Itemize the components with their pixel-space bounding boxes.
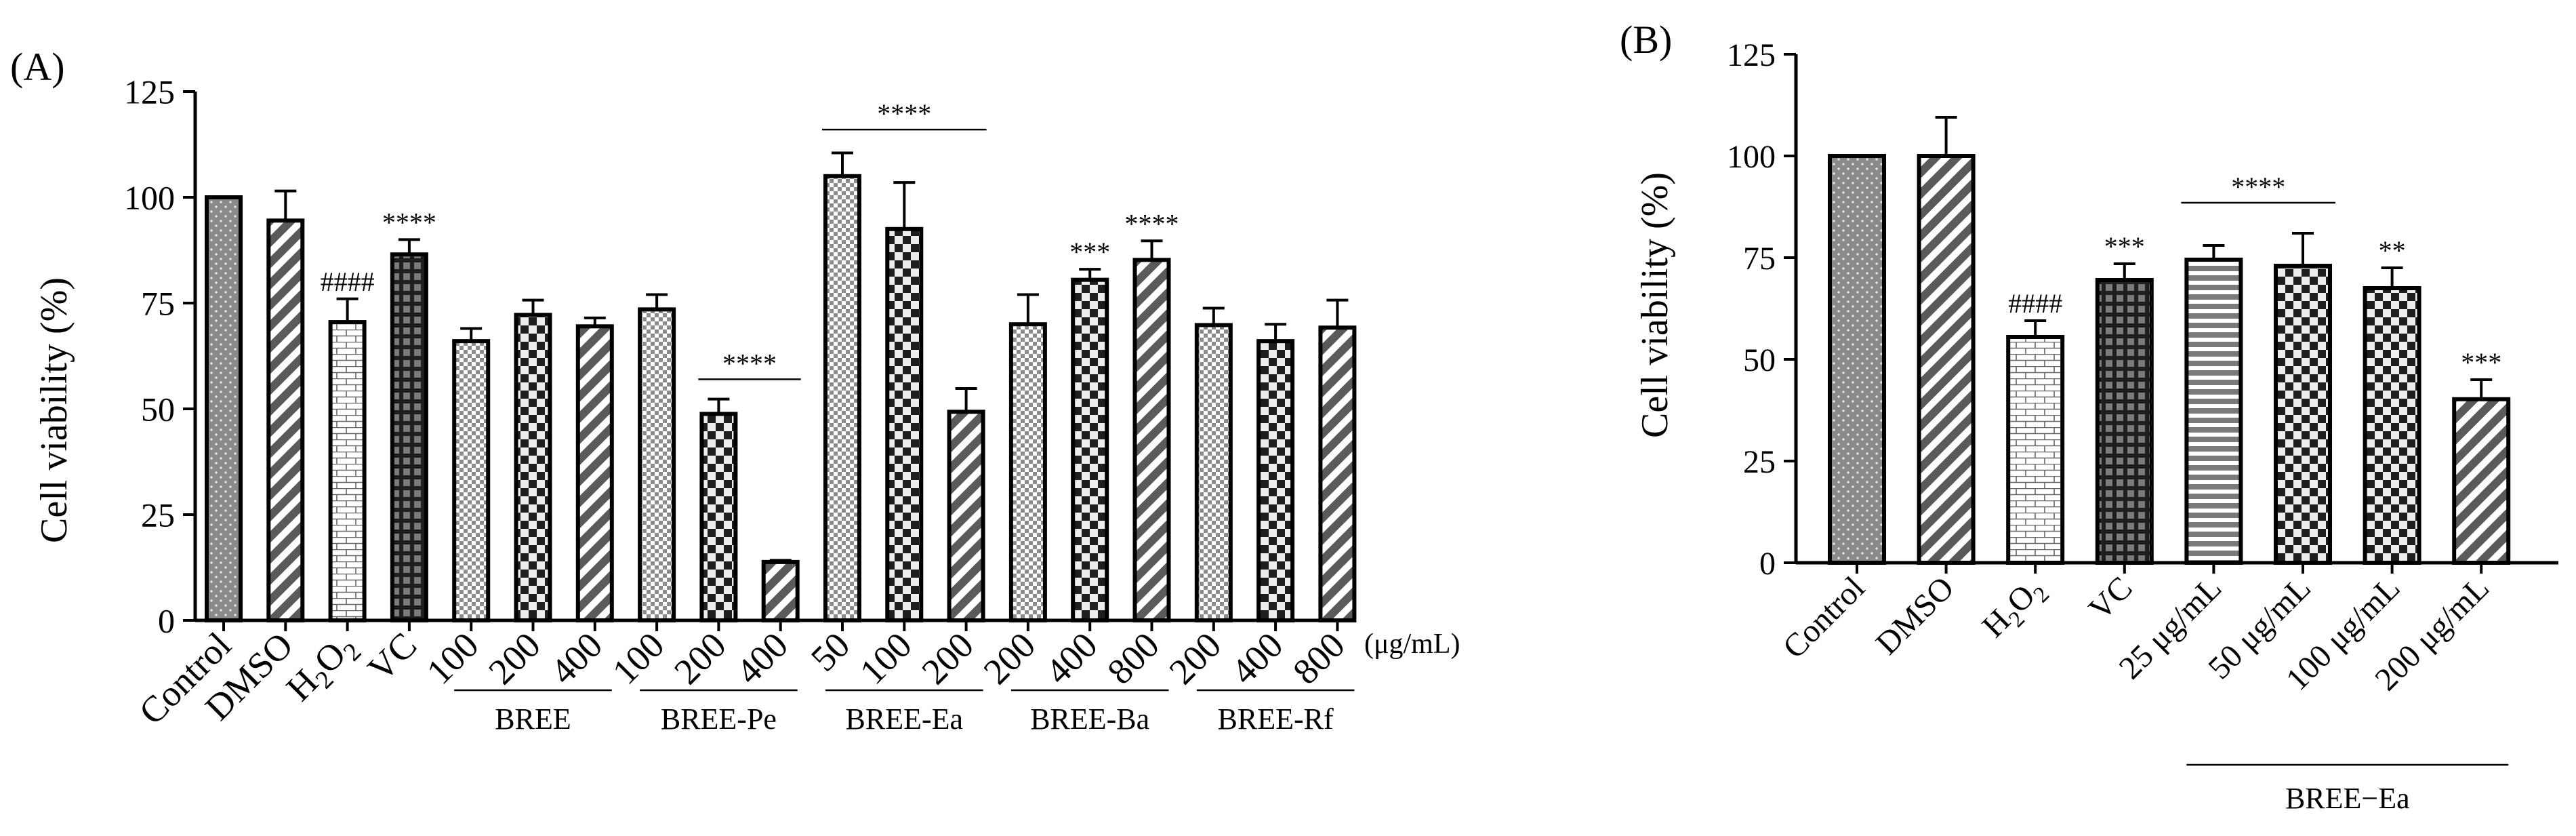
panel-a-ytick-label: 100	[124, 179, 175, 217]
panel-b-y-ticks: 0 25 50 75 100 125	[1727, 37, 1796, 582]
panel-a-category-label: 400	[1223, 624, 1291, 692]
panel-a-bar	[328, 320, 367, 622]
panel-a-annotations: ####*******************	[321, 98, 1179, 380]
panel-a-ytick-label: 25	[141, 496, 175, 534]
panel-a-significance-label: ***	[1069, 237, 1110, 267]
panel-b-label: (B)	[1620, 18, 1672, 62]
panel-b-bar	[1828, 154, 1886, 565]
panel-b-bracket-label: ****	[2231, 172, 2285, 202]
panel-a-group-label: BREE-Pe	[661, 702, 777, 736]
panel-b-significance-label: **	[2379, 235, 2406, 266]
panel-a-ytick-label: 0	[158, 602, 175, 640]
panel-b-bar	[2006, 335, 2065, 565]
panel-a-ytick-label: 50	[141, 391, 175, 429]
panel-b-groups: BREE−Ea	[2186, 763, 2509, 815]
panel-b-bar	[2274, 264, 2332, 565]
panel-a-significance-label: ****	[382, 207, 436, 237]
panel-a-category-label: 400	[1038, 624, 1105, 692]
panel-b-group-label: BREE−Ea	[2285, 782, 2410, 815]
panel-a-bar	[885, 226, 924, 622]
panel-a-unit-label: (μg/mL)	[1364, 629, 1460, 660]
panel-b-category-label: Control	[1776, 570, 1872, 665]
panel-a-label: (A)	[10, 45, 65, 89]
panel-a-category-label: 100	[852, 624, 920, 692]
panel-b-bars	[1828, 116, 2511, 565]
panel-a-category-label: H2O2	[279, 624, 367, 713]
panel-a-bar	[638, 307, 676, 622]
panel-a-significance-label: ****	[1125, 208, 1179, 239]
panel-a-bar	[1318, 325, 1357, 622]
panel-b-significance-label: ####	[2008, 288, 2062, 319]
panel-b-category-label: H2O2	[1976, 570, 2055, 649]
panel-a-category-label: 200	[914, 624, 981, 692]
panel-a-category-label: 800	[1099, 624, 1167, 692]
panel-b-bar	[2184, 258, 2243, 565]
panel-a-bar	[947, 410, 985, 622]
panel-a-category-label: 400	[728, 624, 796, 692]
panel-a-y-ticks: 0 25 50 75 100 125	[124, 73, 195, 640]
panel-b-ytick-label: 0	[1759, 546, 1776, 582]
panel-a-bar	[1132, 258, 1171, 622]
panel-b-ytick-label: 125	[1727, 37, 1776, 73]
panel-a-bar	[1256, 339, 1295, 622]
panel-b-category-label: DMSO	[1869, 570, 1961, 662]
panel-a-bar	[1194, 323, 1233, 622]
panel-a-category-label: 200	[666, 624, 734, 692]
panel-a-bar	[452, 339, 491, 622]
panel-b-bar	[2363, 286, 2421, 565]
panel-b-annotations: ####*** *********	[2008, 172, 2501, 378]
panel-a-category-label: 400	[543, 624, 611, 692]
panel-b-ytick-label: 75	[1743, 241, 1776, 277]
panel-b-significance-label: ***	[2461, 347, 2501, 378]
panel-a-ytick-label: 125	[124, 73, 175, 111]
panel-a-group-label: BREE-Rf	[1218, 702, 1334, 736]
panel-a-ylabel: Cell viability (%)	[33, 277, 75, 543]
panel-a-category-label: 200	[481, 624, 548, 692]
panel-b-ytick-label: 100	[1727, 139, 1776, 175]
panel-b-significance-label: ***	[2104, 231, 2145, 262]
panel-b-bar	[2452, 397, 2511, 565]
panel-b-ytick-label: 50	[1743, 342, 1776, 378]
panel-a-category-label: 100	[605, 624, 672, 692]
panel-a-bar	[1008, 322, 1047, 622]
panel-a-bar	[266, 218, 305, 622]
panel-b-ylabel: Cell viability (%)	[1634, 172, 1676, 438]
panel-a-bar	[761, 559, 800, 622]
panel-b-category-label: VC	[2082, 570, 2140, 627]
panel-b-ytick-label: 25	[1743, 444, 1776, 480]
panel-a: (A) Cell viability (%) 0 25 50 75 100 125 ###…	[10, 45, 1460, 736]
panel-a-category-label: VC	[360, 624, 424, 689]
panel-a-group-label: BREE-Ea	[846, 702, 964, 736]
panel-a-group-label: BREE-Ba	[1030, 702, 1149, 736]
panel-a-group-label: BREE	[495, 702, 571, 736]
panel-a-category-label: 800	[1285, 624, 1353, 692]
panel-a-bracket-label: ****	[722, 348, 777, 378]
panel-a-bracket-label: ****	[877, 98, 931, 129]
panel-a-bar	[514, 313, 552, 622]
panel-a-bar	[1071, 277, 1109, 622]
panel-a-bars	[205, 151, 1357, 622]
panel-a-bar	[205, 195, 243, 622]
panel-a-category-label: 50	[803, 624, 858, 679]
panel-b: (B) Cell viability (%) 0 25 50 75 100 125 ###…	[1620, 18, 2558, 815]
panel-a-bar	[699, 412, 738, 622]
panel-b-bar	[1917, 154, 1976, 565]
panel-a-bar	[575, 324, 614, 622]
panel-a-bar	[390, 252, 428, 622]
panel-a-bar	[823, 174, 861, 622]
panel-a-significance-label: ####	[321, 266, 375, 297]
panel-a-groups: BREE BREE-Pe BREE-Ea BREE-Ba BREE-Rf	[454, 689, 1355, 736]
panel-a-category-label: 200	[976, 624, 1044, 692]
panel-b-bar	[2095, 278, 2154, 565]
panel-a-ytick-label: 75	[141, 285, 175, 323]
panel-a-category-label: 100	[419, 624, 487, 692]
panel-a-category-label: 200	[1162, 624, 1229, 692]
